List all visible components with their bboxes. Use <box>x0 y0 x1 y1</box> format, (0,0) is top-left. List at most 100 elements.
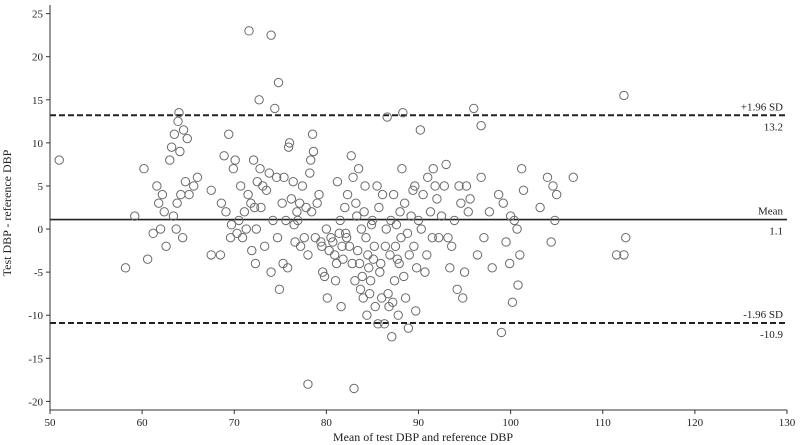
data-point <box>611 250 622 260</box>
data-point <box>215 250 226 260</box>
data-point <box>317 241 327 251</box>
y-tick-label: 15 <box>32 95 44 107</box>
data-point <box>335 215 345 226</box>
data-point <box>230 155 240 165</box>
data-point <box>505 258 515 269</box>
data-point <box>400 293 411 303</box>
data-point <box>420 267 430 277</box>
data-point <box>324 245 334 256</box>
data-point <box>621 232 631 243</box>
data-point <box>425 207 436 217</box>
data-point <box>399 198 410 208</box>
data-point <box>161 241 171 251</box>
data-point <box>396 232 406 243</box>
data-point <box>328 237 338 247</box>
data-point <box>408 185 418 195</box>
data-point <box>225 232 236 243</box>
data-point <box>169 129 180 139</box>
data-point <box>387 332 397 342</box>
data-point <box>243 189 253 200</box>
data-point <box>391 220 402 230</box>
data-point <box>338 254 348 264</box>
x-tick-label: 90 <box>413 417 425 429</box>
data-point <box>388 189 399 200</box>
data-point <box>356 224 367 234</box>
data-point <box>172 198 182 208</box>
data-point <box>404 250 414 260</box>
data-point <box>367 215 378 226</box>
data-point <box>178 125 189 135</box>
data-point <box>550 215 560 226</box>
data-point <box>248 155 259 165</box>
data-point <box>281 215 291 226</box>
data-point <box>348 172 358 183</box>
data-point <box>374 202 384 213</box>
data-point <box>176 189 186 200</box>
data-point <box>402 228 413 239</box>
data-point <box>206 250 216 260</box>
ticks: -20 -15 -10 -5 0 5 10 15 20 25 50 60 70 80 90 100 110 120… <box>28 9 795 429</box>
reference-lines: +1.96 SD 13.2 Mean 1.1 -1.96 SD -10.9 <box>50 101 787 341</box>
data-point <box>443 232 453 243</box>
data-point <box>397 164 407 174</box>
data-point <box>375 267 385 277</box>
data-point <box>382 112 392 122</box>
data-point <box>432 194 442 204</box>
data-point <box>411 306 421 316</box>
data-point <box>314 189 324 200</box>
data-point <box>352 245 363 256</box>
data-point <box>293 215 303 226</box>
data-point <box>171 224 181 234</box>
data-point <box>350 276 360 286</box>
data-point <box>507 297 518 307</box>
y-tick-label: 10 <box>32 138 44 150</box>
data-point <box>277 198 287 208</box>
data-point <box>272 232 283 243</box>
data-point <box>130 211 140 221</box>
data-point <box>184 189 194 200</box>
data-point <box>418 189 428 200</box>
data-point <box>546 237 556 247</box>
data-point <box>398 108 408 118</box>
data-point <box>279 172 289 183</box>
data-point <box>411 263 422 273</box>
data-point <box>364 288 375 299</box>
data-point <box>363 250 373 260</box>
data-point <box>351 198 361 208</box>
data-point <box>332 176 343 187</box>
data-point <box>273 77 284 88</box>
data-point <box>297 181 308 191</box>
x-tick-label: 80 <box>321 417 333 429</box>
data-point <box>174 108 184 118</box>
data-point <box>469 103 479 114</box>
y-tick-label: 20 <box>32 52 44 64</box>
data-point <box>352 211 362 221</box>
data-point <box>247 245 257 256</box>
data-point <box>232 228 242 239</box>
x-tick-label: 100 <box>502 417 519 429</box>
data-point <box>312 198 322 208</box>
data-point <box>288 176 298 187</box>
data-point <box>385 250 395 260</box>
data-point <box>493 189 504 200</box>
data-point <box>428 164 438 174</box>
data-point <box>237 232 248 243</box>
data-point <box>234 215 244 226</box>
data-point <box>341 228 351 239</box>
data-point <box>182 133 192 144</box>
data-point <box>254 95 264 105</box>
x-tick-label: 130 <box>779 417 796 429</box>
data-point <box>496 327 507 338</box>
data-point <box>326 232 336 243</box>
data-point <box>342 189 353 200</box>
data-point <box>399 271 409 282</box>
data-point <box>152 181 162 191</box>
data-point <box>463 207 473 217</box>
data-point <box>479 232 489 243</box>
x-tick-label: 60 <box>137 417 149 429</box>
data-point <box>518 185 529 195</box>
data-point <box>347 258 357 269</box>
data-point <box>142 254 153 264</box>
data-point <box>271 172 282 183</box>
data-point <box>290 237 300 247</box>
